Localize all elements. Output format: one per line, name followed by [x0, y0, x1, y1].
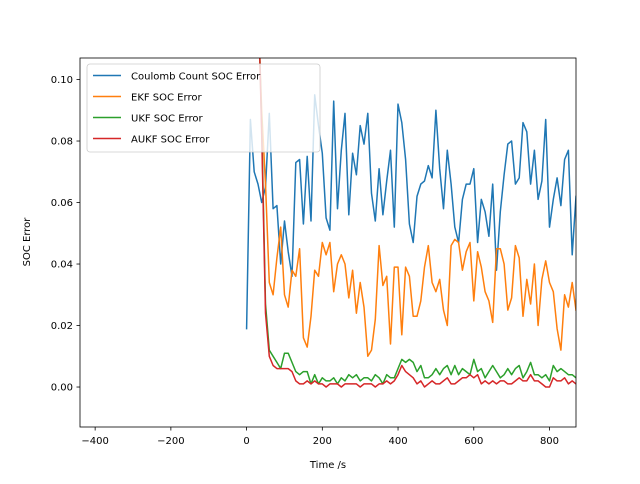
x-axis-label: Time /s — [309, 460, 346, 471]
legend-label: EKF SOC Error — [131, 93, 202, 104]
series-layer — [245, 58, 576, 388]
x-tick-label: 800 — [540, 436, 559, 447]
series-line-2 — [259, 58, 576, 358]
x-tick-label: −200 — [157, 436, 184, 447]
y-axis-label: SOC Error — [22, 217, 33, 267]
legend-box — [86, 63, 321, 153]
x-tick-label: −400 — [81, 436, 108, 447]
legend-label: UKF SOC Error — [131, 114, 203, 125]
y-tick-label: 0.00 — [51, 383, 73, 394]
x-tick-label: 600 — [464, 436, 483, 447]
series-line-4 — [259, 58, 576, 388]
series-line-1 — [245, 94, 576, 330]
x-axis: −400 −200 0 200 400 600 800 — [81, 427, 559, 447]
y-axis: 0.00 0.02 0.04 0.06 0.08 0.10 — [51, 75, 80, 394]
x-tick-label: 400 — [388, 436, 407, 447]
y-tick-label: 0.02 — [51, 321, 73, 332]
x-tick-label: 0 — [243, 436, 249, 447]
y-tick-label: 0.04 — [51, 260, 73, 271]
plot-frame — [79, 57, 577, 428]
y-tick-label: 0.08 — [51, 137, 73, 148]
y-tick-label: 0.10 — [51, 75, 73, 86]
x-tick-label: 200 — [313, 436, 332, 447]
legend-label: Coulomb Count SOC Error — [131, 72, 261, 83]
legend-label: AUKF SOC Error — [131, 135, 210, 146]
y-tick-label: 0.06 — [51, 198, 73, 209]
legend: Coulomb Count SOC Error EKF SOC Error UKF … — [86, 63, 321, 153]
